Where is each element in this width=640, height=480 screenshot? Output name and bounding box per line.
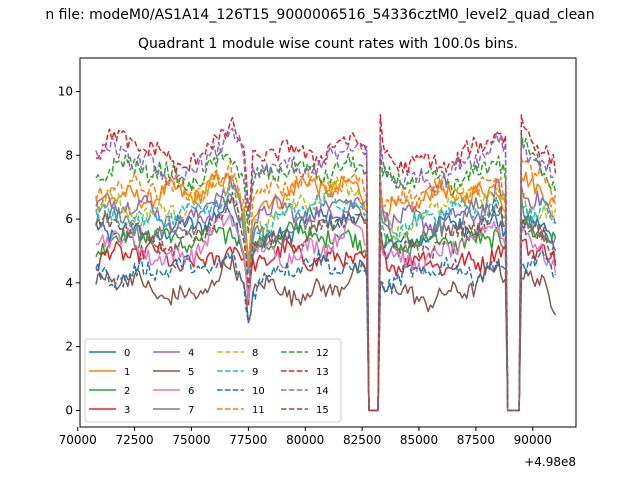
x-offset-label: +4.98e8 (524, 455, 576, 469)
legend-label-14: 14 (316, 386, 329, 397)
legend-label-12: 12 (316, 348, 329, 359)
legend-label-11: 11 (252, 405, 265, 416)
series-line-9 (95, 183, 556, 412)
series-line-15 (95, 191, 557, 412)
y-tick-label: 4 (65, 276, 73, 290)
legend-label-5: 5 (188, 367, 194, 378)
y-tick-label: 8 (65, 148, 73, 162)
y-tick-label: 10 (58, 84, 73, 98)
x-tick-label: 82500 (343, 433, 381, 447)
legend-label-15: 15 (316, 405, 329, 416)
series-line-3 (95, 237, 557, 412)
x-tick-label: 72500 (116, 433, 154, 447)
legend-label-6: 6 (188, 386, 194, 397)
figure-suptitle: n file: modeM0/AS1A14_126T15_9000006516_… (45, 7, 594, 23)
series-line-7 (95, 192, 557, 412)
legend-label-0: 0 (124, 348, 130, 359)
legend-box (84, 338, 342, 423)
x-tick-label: 85000 (400, 433, 438, 447)
y-tick-label: 6 (65, 212, 73, 226)
chart-title: Quadrant 1 module wise count rates with … (138, 36, 518, 52)
series-layer (95, 114, 557, 412)
series-line-14 (95, 127, 556, 412)
legend-label-1: 1 (124, 367, 130, 378)
series-line-11 (95, 158, 557, 412)
legend-label-7: 7 (188, 405, 194, 416)
x-tick-label: 90000 (514, 433, 552, 447)
legend-label-4: 4 (188, 348, 194, 359)
x-tick-label: 80000 (286, 433, 324, 447)
x-tick-label: 87500 (457, 433, 495, 447)
series-line-12 (95, 133, 557, 412)
y-axis: 0 2 4 6 8 10 (58, 84, 80, 417)
series-line-2 (95, 215, 557, 412)
legend-label-8: 8 (252, 348, 258, 359)
legend-label-10: 10 (252, 386, 265, 397)
x-tick-label: 77500 (229, 433, 267, 447)
x-tick-label: 70000 (59, 433, 97, 447)
legend-label-9: 9 (252, 367, 258, 378)
series-line-13 (95, 114, 557, 412)
plot-frame (79, 57, 577, 428)
y-tick-label: 2 (65, 340, 73, 354)
x-axis: 70000 72500 75000 77500 80000 82500 85000 87500… (59, 427, 552, 447)
legend-label-13: 13 (316, 367, 329, 378)
legend-label-2: 2 (124, 386, 130, 397)
y-tick-label: 0 (65, 403, 73, 417)
legend-label-3: 3 (124, 405, 130, 416)
series-line-10 (95, 249, 557, 412)
x-tick-label: 75000 (172, 433, 210, 447)
